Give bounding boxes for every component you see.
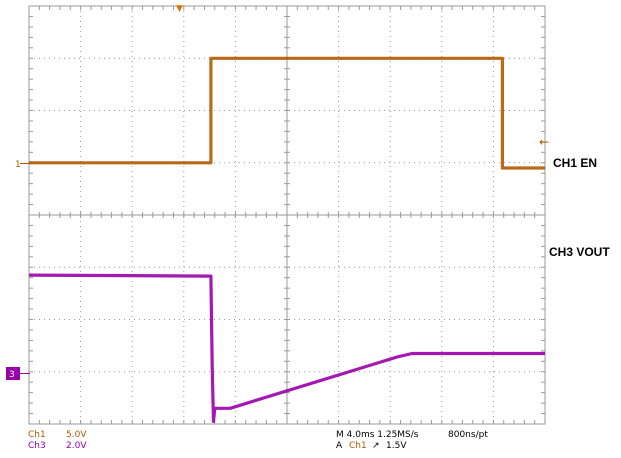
ch3-ground-box: [6, 367, 20, 380]
status-ch3-name: Ch3: [28, 441, 46, 451]
traces: [28, 56, 545, 423]
ch3-label: CH3 VOUT: [549, 245, 610, 259]
trigger-position-marker: ▼: [176, 4, 183, 14]
ch3-ground-marker: 3: [9, 370, 15, 380]
status-trigger-slope: ↗: [372, 441, 380, 451]
status-resolution: 800ns/pt: [448, 430, 488, 440]
ch1-en-trace: [29, 56, 545, 170]
ch3-vout-trace: [28, 273, 545, 423]
status-timebase: M 4.0ms 1.25MS/s: [336, 430, 419, 440]
ch1-ground-marker: 1: [15, 160, 21, 170]
status-trigger-source: Ch1: [349, 441, 367, 451]
ch1-label: CH1 EN: [553, 156, 598, 170]
status-trigger-level: 1.5V: [386, 441, 407, 451]
graticule: [28, 5, 546, 425]
status-ch1-scale: 5.0V: [66, 430, 87, 440]
status-ch1-name: Ch1: [28, 430, 46, 440]
status-ch3-scale: 2.0V: [66, 441, 87, 451]
trigger-level-marker: ←: [539, 135, 549, 149]
status-trigger-prefix: A: [336, 441, 343, 451]
